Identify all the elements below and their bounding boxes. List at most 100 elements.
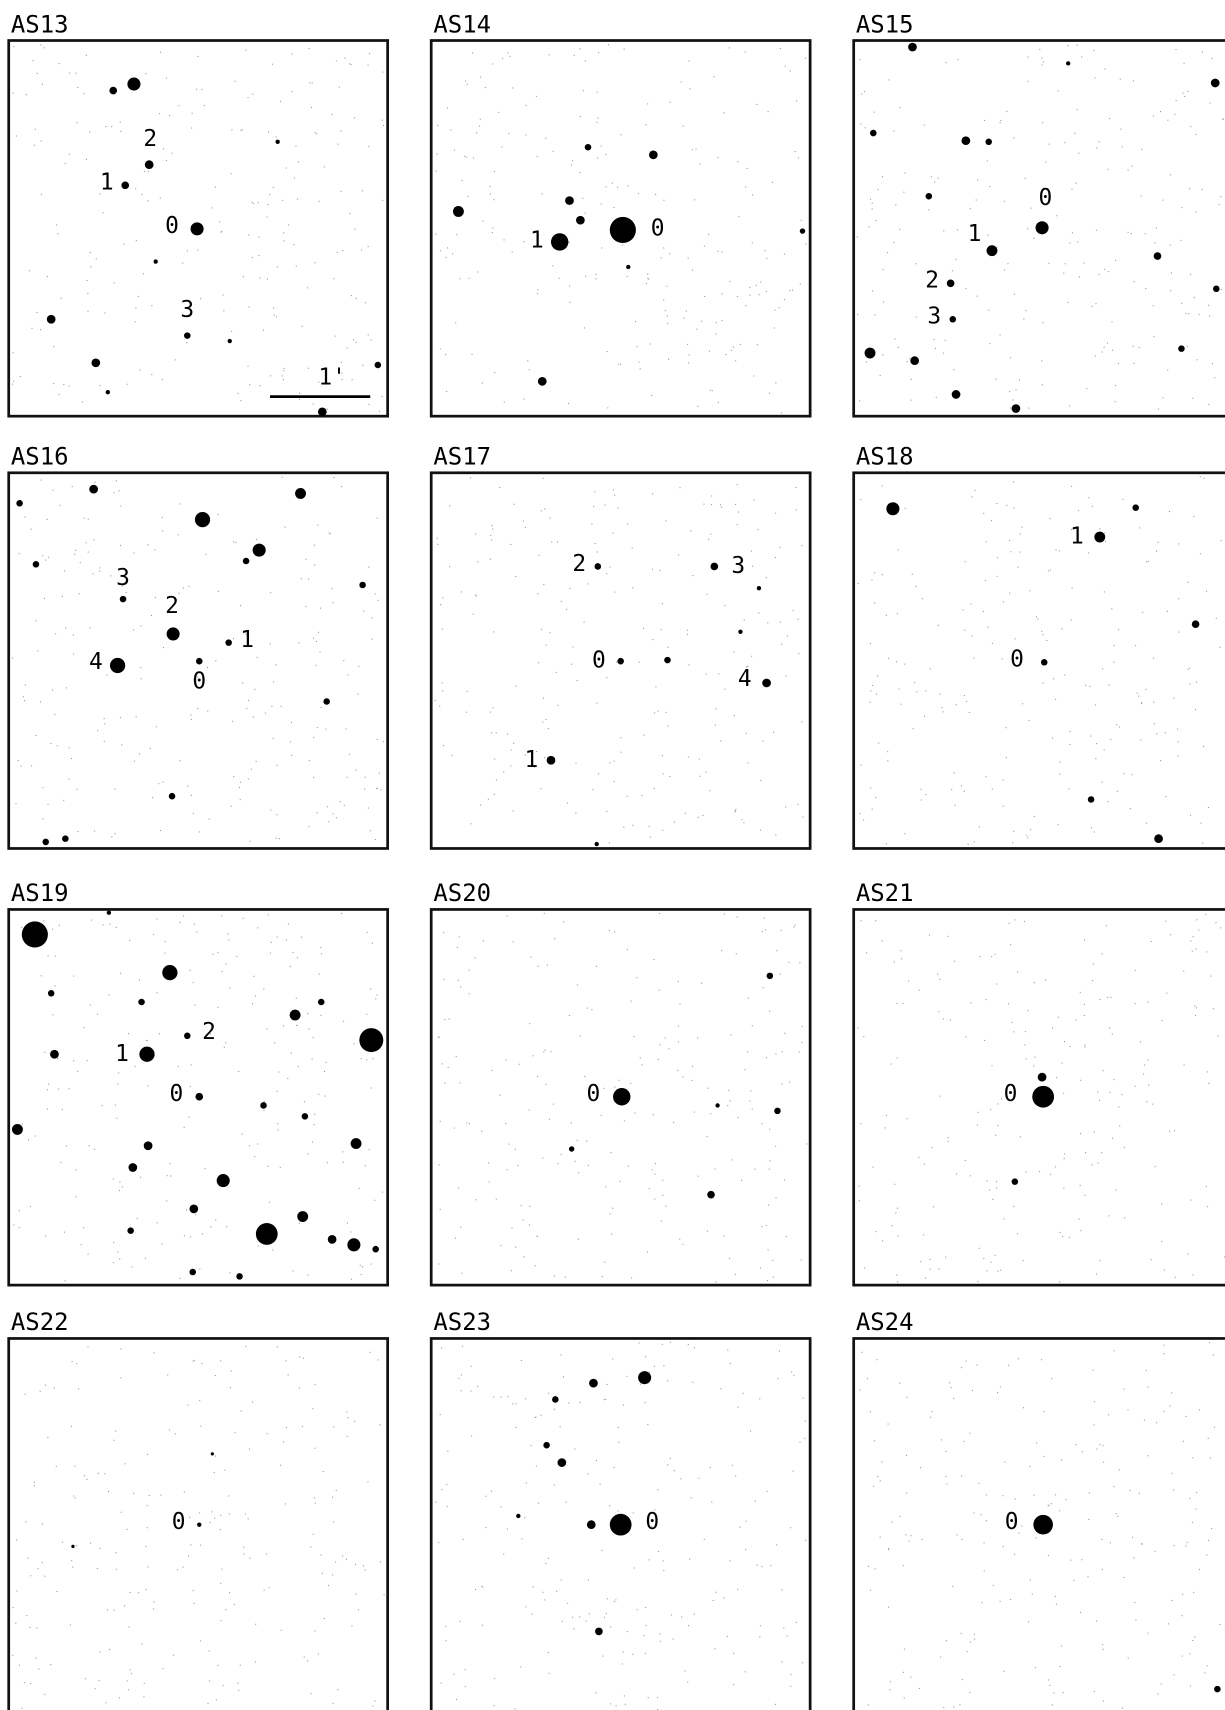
noise <box>904 1697 905 1698</box>
noise <box>1217 1035 1218 1036</box>
noise <box>358 666 359 667</box>
noise <box>678 1041 679 1042</box>
noise <box>785 66 786 67</box>
panel-title: AS22 <box>11 1308 69 1336</box>
noise <box>335 336 336 337</box>
noise <box>274 1043 275 1044</box>
noise <box>462 1346 463 1347</box>
noise <box>1011 1022 1012 1023</box>
noise <box>72 1361 73 1362</box>
noise <box>1043 634 1044 635</box>
noise <box>1006 505 1007 506</box>
noise <box>1010 551 1011 552</box>
noise <box>1080 1612 1081 1613</box>
noise <box>652 639 653 640</box>
noise <box>737 161 738 162</box>
star <box>516 1514 520 1518</box>
noise <box>762 1226 763 1227</box>
noise <box>524 1517 525 1518</box>
noise <box>354 117 355 118</box>
noise <box>1089 686 1090 687</box>
noise <box>98 1473 99 1474</box>
noise <box>574 55 575 56</box>
noise <box>956 259 957 260</box>
noise <box>1099 274 1100 275</box>
star <box>961 136 970 145</box>
noise <box>1184 1064 1185 1065</box>
noise <box>245 50 246 51</box>
star-label: 1 <box>968 221 982 247</box>
noise <box>955 805 956 806</box>
noise <box>611 1234 612 1235</box>
noise <box>1103 1649 1104 1650</box>
noise <box>507 1528 508 1529</box>
noise <box>318 1094 319 1095</box>
noise <box>928 209 929 210</box>
star <box>195 512 210 527</box>
noise <box>1042 64 1043 65</box>
noise <box>860 765 861 766</box>
noise <box>178 105 179 106</box>
noise <box>1019 379 1020 380</box>
noise <box>248 234 249 235</box>
noise <box>1139 1493 1140 1494</box>
noise <box>336 1490 337 1491</box>
noise <box>158 783 159 784</box>
noise <box>1195 1509 1196 1510</box>
noise <box>187 786 188 787</box>
noise <box>55 633 56 634</box>
noise <box>545 1084 546 1085</box>
noise <box>606 677 607 678</box>
noise <box>535 1417 536 1418</box>
noise <box>738 216 739 217</box>
star <box>626 265 630 269</box>
noise <box>114 833 115 834</box>
noise <box>68 1088 69 1089</box>
noise <box>763 987 764 988</box>
noise <box>806 1143 807 1144</box>
noise <box>943 711 944 712</box>
noise <box>1058 824 1059 825</box>
noise <box>379 773 380 774</box>
noise <box>899 1516 900 1517</box>
noise <box>646 283 647 284</box>
noise <box>237 393 238 394</box>
noise <box>784 254 785 255</box>
noise <box>894 1184 895 1185</box>
noise <box>1114 1350 1115 1351</box>
noise <box>1143 1073 1144 1074</box>
noise <box>271 942 272 943</box>
noise <box>347 347 348 348</box>
noise <box>350 1231 351 1232</box>
noise <box>315 1502 316 1503</box>
noise <box>1148 1084 1149 1085</box>
noise <box>275 664 276 665</box>
noise <box>1119 1469 1120 1470</box>
noise <box>263 1110 264 1111</box>
noise <box>641 1064 642 1065</box>
star <box>225 639 232 646</box>
noise <box>164 953 165 954</box>
star <box>589 1379 598 1388</box>
noise <box>1115 260 1116 261</box>
noise <box>36 1658 37 1659</box>
noise <box>515 1403 516 1404</box>
noise <box>371 1087 372 1088</box>
panel-title: AS23 <box>433 1308 491 1336</box>
noise <box>334 477 335 478</box>
noise <box>320 1015 321 1016</box>
noise <box>752 566 753 567</box>
noise <box>659 1044 660 1045</box>
noise <box>120 505 121 506</box>
noise <box>1190 940 1191 941</box>
noise <box>64 570 65 571</box>
noise <box>263 988 264 989</box>
noise <box>720 504 721 505</box>
noise <box>533 1055 534 1056</box>
noise <box>207 1703 208 1704</box>
noise <box>309 760 310 761</box>
noise <box>459 936 460 937</box>
noise <box>920 789 921 790</box>
noise <box>243 276 244 277</box>
noise <box>1122 1708 1123 1709</box>
